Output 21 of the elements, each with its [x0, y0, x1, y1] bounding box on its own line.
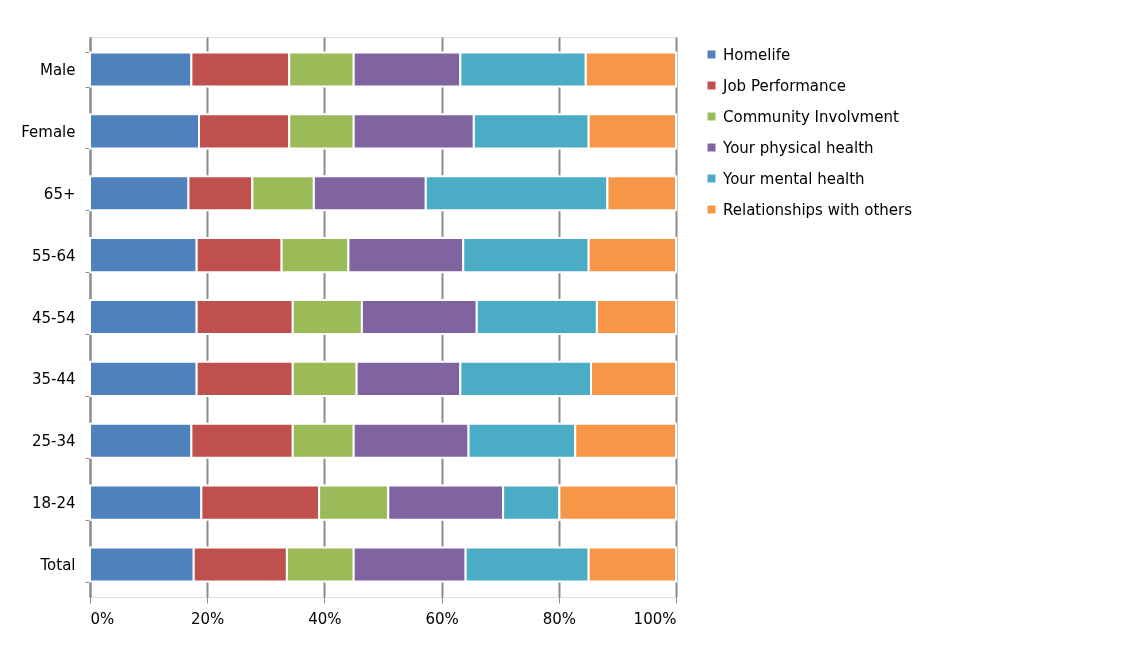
- x-tick-label: 0%: [90, 609, 115, 628]
- legend-label: Relationships with others: [723, 200, 913, 219]
- y-tick-label: 18-24: [31, 494, 76, 513]
- y-tick-label: 25-34: [31, 432, 76, 451]
- x-tick-label: 80%: [542, 609, 576, 628]
- y-tick-label: Total: [39, 556, 76, 575]
- y-tick-label: 65+: [43, 184, 76, 203]
- y-tick-label: Male: [39, 60, 76, 79]
- legend-label: Community Involvment: [723, 107, 899, 126]
- x-tick-label: 100%: [633, 609, 677, 628]
- legend-label: Your mental health: [722, 169, 865, 188]
- y-tick-label: 45-54: [31, 308, 76, 327]
- x-tick-label: 20%: [191, 609, 225, 628]
- x-tick-label: 40%: [308, 609, 342, 628]
- legend-label: Job Performance: [722, 76, 846, 95]
- legend-label: Homelife: [723, 45, 791, 64]
- y-tick-label: 35-44: [31, 370, 76, 389]
- y-tick-label: Female: [21, 122, 76, 141]
- x-tick-label: 60%: [425, 609, 459, 628]
- y-tick-label: 55-64: [31, 246, 76, 265]
- legend-label: Your physical health: [722, 138, 874, 157]
